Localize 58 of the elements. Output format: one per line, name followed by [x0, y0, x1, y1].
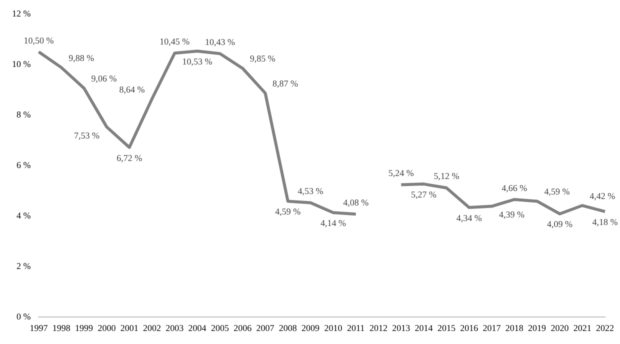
x-tick-label: 2021 — [573, 322, 592, 333]
x-tick-label: 2013 — [392, 322, 411, 333]
data-label: 9,85 % — [250, 54, 276, 64]
y-tick-label: 8 % — [16, 109, 32, 120]
x-tick-label: 2007 — [256, 322, 275, 333]
data-label: 4,39 % — [499, 210, 525, 220]
data-label: 4,34 % — [456, 212, 482, 223]
x-tick-label: 2011 — [347, 322, 365, 333]
data-label: 4,59 % — [544, 186, 570, 197]
x-tick-label: 2019 — [528, 322, 547, 333]
data-label: 8,64 % — [119, 84, 146, 94]
x-tick-label: 2017 — [482, 322, 502, 333]
data-label: 10,50 % — [24, 35, 54, 46]
data-label: 4,18 % — [592, 216, 618, 227]
data-label: 4,08 % — [343, 197, 370, 208]
data-label: 8,87 % — [272, 78, 298, 88]
data-label: 4,14 % — [320, 218, 346, 228]
x-tick-label: 2009 — [302, 322, 320, 333]
data-label: 5,12 % — [434, 171, 460, 182]
x-tick-label: 2005 — [210, 322, 230, 333]
x-tick-label: 2014 — [414, 322, 434, 333]
data-label: 5,24 % — [388, 168, 414, 178]
data-label: 7,53 % — [74, 130, 100, 140]
data-label: 4,59 % — [275, 206, 302, 217]
data-label: 4,53 % — [298, 186, 324, 196]
y-tick-label: 4 % — [16, 210, 32, 220]
data-label: 4,66 % — [502, 182, 528, 193]
y-tick-label: 6 % — [16, 160, 32, 170]
x-tick-label: 1998 — [52, 322, 71, 333]
x-tick-label: 2020 — [550, 322, 570, 333]
x-tick-label: 1999 — [75, 322, 94, 333]
x-tick-label: 2010 — [324, 322, 343, 333]
data-label: 10,43 % — [204, 37, 236, 48]
data-label: 10,53 % — [182, 56, 213, 66]
x-tick-label: 2006 — [234, 322, 252, 333]
x-tick-label: 2001 — [120, 322, 138, 333]
x-tick-label: 2004 — [188, 322, 207, 333]
x-tick-label: 2003 — [166, 322, 184, 333]
x-tick-label: 2012 — [370, 322, 388, 333]
y-tick-label: 2 % — [16, 261, 32, 272]
x-tick-label: 2022 — [596, 322, 614, 333]
data-label: 9,88 % — [68, 52, 95, 63]
x-tick-label: 2016 — [460, 322, 479, 333]
x-tick-label: 1997 — [30, 322, 48, 333]
y-tick-label: 0 % — [16, 312, 32, 322]
x-tick-label: 2002 — [143, 322, 161, 333]
data-label: 9,06 % — [91, 74, 118, 84]
x-tick-label: 2015 — [437, 322, 456, 333]
data-label: 4,09 % — [546, 219, 573, 230]
data-label: 6,72 % — [116, 152, 143, 163]
data-label: 4,42 % — [590, 190, 616, 201]
y-tick-label: 12 % — [12, 8, 32, 18]
y-tick-label: 10 % — [12, 58, 32, 69]
data-label: 5,27 % — [411, 189, 438, 200]
data-label: 10,45 % — [160, 36, 190, 47]
x-tick-label: 2018 — [505, 322, 524, 333]
x-tick-label: 2008 — [278, 322, 298, 333]
x-tick-label: 2000 — [98, 322, 116, 333]
